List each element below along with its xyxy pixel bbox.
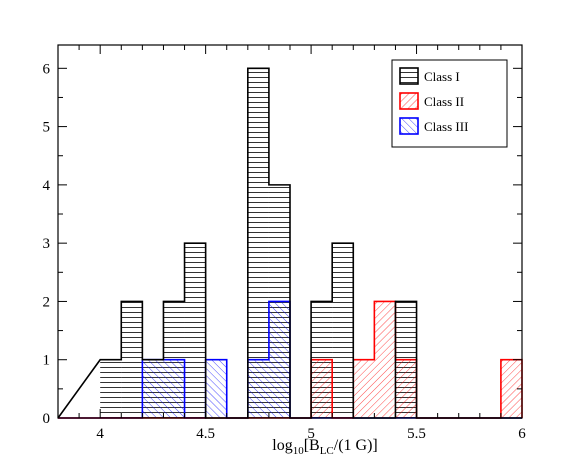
legend-label-class-ii: Class II bbox=[424, 94, 464, 109]
bar-class-i-4 bbox=[184, 243, 206, 418]
x-tick-label: 5 bbox=[307, 426, 315, 442]
legend-swatch-class-ii bbox=[399, 92, 419, 110]
y-tick-label: 2 bbox=[43, 294, 51, 310]
bar-class-iii-3 bbox=[163, 359, 185, 418]
legend: Class I Class II Class III bbox=[391, 59, 508, 148]
x-tick-label: 4 bbox=[96, 426, 104, 442]
bar-class-iii-2 bbox=[142, 359, 164, 418]
bar-class-i-0 bbox=[100, 359, 122, 418]
bar-class-iii-5 bbox=[205, 359, 227, 418]
y-tick-label: 3 bbox=[43, 236, 51, 252]
x-axis-title-sub1: 10 bbox=[293, 445, 305, 457]
x-tick-label: 5.5 bbox=[407, 426, 426, 442]
bar-class-ii-13 bbox=[374, 301, 396, 418]
x-axis-title-suffix: /(1 G)] bbox=[334, 437, 378, 454]
outline-class-i bbox=[57, 67, 522, 419]
bar-class-i-11 bbox=[332, 243, 354, 418]
legend-swatch-class-iii bbox=[399, 117, 419, 135]
y-tick-label: 4 bbox=[43, 178, 51, 194]
y-tick-label: 5 bbox=[43, 120, 51, 136]
x-axis-title-sub2: LC bbox=[320, 445, 334, 457]
legend-label-class-i: Class I bbox=[424, 69, 460, 84]
x-axis-title: log10[BLC/(1 G)] bbox=[272, 437, 378, 457]
bar-class-ii-14 bbox=[395, 359, 417, 418]
legend-label-class-iii: Class III bbox=[424, 119, 468, 134]
bar-class-ii-10 bbox=[311, 359, 333, 418]
axis-ticks: 4 4.5 5 5.5 6 0 1 2 3 4 5 6 bbox=[43, 45, 526, 442]
bar-class-i-7 bbox=[247, 68, 269, 418]
x-tick-label: 4.5 bbox=[196, 426, 215, 442]
y-tick-label: 0 bbox=[43, 411, 51, 427]
x-tick-label: 6 bbox=[518, 426, 526, 442]
x-axis-title-mid: [B bbox=[304, 437, 320, 454]
legend-swatch-class-i bbox=[399, 67, 419, 85]
y-tick-label: 6 bbox=[43, 61, 51, 77]
bar-class-i-1 bbox=[121, 301, 143, 418]
bar-class-ii-12 bbox=[353, 359, 375, 418]
bar-class-iii-7 bbox=[247, 359, 269, 418]
x-axis-title-prefix: log bbox=[272, 437, 292, 454]
y-tick-label: 1 bbox=[43, 353, 51, 369]
bar-class-iii-8 bbox=[268, 301, 290, 418]
bar-class-ii-19 bbox=[500, 359, 522, 418]
